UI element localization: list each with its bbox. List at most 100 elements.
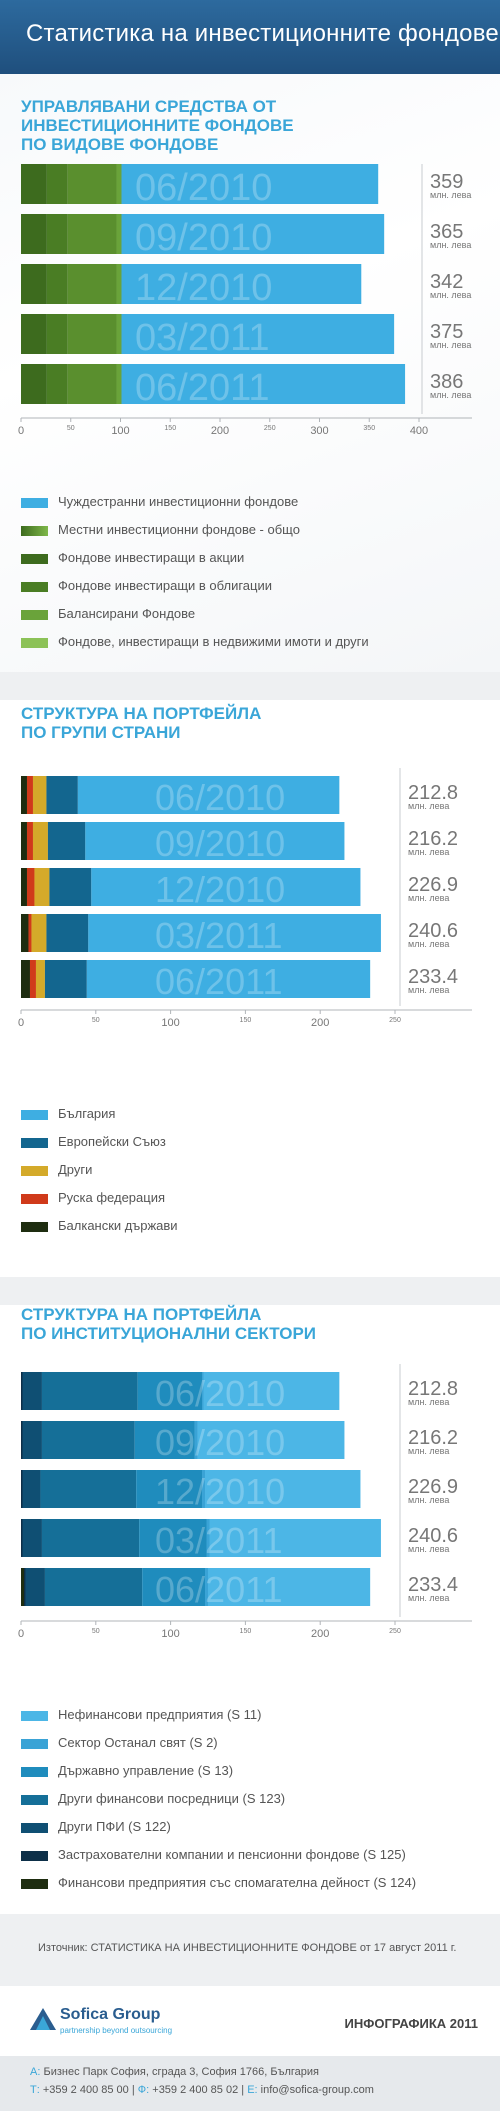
page-header: Статистика на инвестиционните фондове	[0, 0, 500, 74]
legend-swatch	[21, 554, 48, 564]
bar-unit-label: млн. лева	[408, 939, 449, 949]
bar-unit-label: млн. лева	[430, 290, 471, 300]
bar-segment	[41, 1421, 135, 1459]
source-note: Източник: СТАТИСТИКА НА ИНВЕСТИЦИОННИТЕ …	[0, 1914, 500, 1986]
x-tick-label: 50	[92, 1017, 100, 1024]
bar-total-label: 359	[430, 171, 463, 193]
legend-swatch	[21, 1795, 48, 1805]
bar-total-label: 233.4	[408, 966, 458, 988]
x-tick-label: 50	[67, 425, 75, 432]
legend-label: Други	[58, 1162, 93, 1177]
bar-segment	[46, 314, 68, 354]
bar-segment	[21, 314, 47, 354]
contact-phones: Т: +359 2 400 85 00 | Ф: +359 2 400 85 0…	[30, 2084, 374, 2096]
bar-segment	[46, 164, 68, 204]
x-tick-label: 0	[18, 1628, 24, 1640]
contact-email[interactable]: info@sofica-group.com	[260, 2084, 374, 2096]
bar-segment	[21, 914, 29, 952]
legend-label: България	[58, 1106, 116, 1121]
bar-unit-label: млн. лева	[408, 1544, 449, 1554]
source-name: СТАТИСТИКА НА ИНВЕСТИЦИОННИТЕ ФОНДОВЕ	[90, 1942, 357, 1954]
bar-total-label: 386	[430, 371, 463, 393]
bar-unit-label: млн. лева	[430, 190, 471, 200]
legend-label: Европейски Съюз	[58, 1134, 166, 1149]
x-tick-label: 150	[164, 425, 176, 432]
section-fund-types: УПРАВЛЯВАНИ СРЕДСТВА ОТ ИНВЕСТИЦИОННИТЕ …	[0, 74, 500, 672]
bar-total-label: 365	[430, 221, 463, 243]
bar-segment	[137, 1372, 203, 1410]
bar-category-label: 06/2011	[135, 367, 270, 409]
legend-swatch	[21, 1879, 48, 1889]
legend-swatch	[21, 1138, 48, 1148]
legend-label: Балансирани Фондове	[58, 606, 196, 621]
legend-swatch	[21, 1823, 48, 1833]
x-tick-label: 200	[211, 425, 229, 437]
bar-unit-label: млн. лева	[430, 340, 471, 350]
bar-segment	[202, 1470, 206, 1508]
x-tick-label: 250	[389, 1628, 401, 1635]
legend-swatch	[21, 610, 48, 620]
bar-segment	[85, 822, 345, 860]
bar-segment	[21, 776, 27, 814]
bar-segment	[121, 214, 385, 254]
bar-unit-label: млн. лева	[408, 801, 449, 811]
source-prefix: Източник:	[38, 1942, 91, 1954]
bar-total-label: 240.6	[408, 1525, 458, 1547]
logo-name: Sofica Group	[60, 2006, 161, 2023]
bar-segment	[121, 264, 362, 304]
bar-segment	[21, 1470, 23, 1508]
bar-segment	[41, 1372, 138, 1410]
legend-swatch	[21, 498, 48, 508]
bar-category-label: 12/2010	[155, 1471, 285, 1512]
legend-label: Нефинансови предприятия (S 11)	[58, 1707, 262, 1722]
legend-label: Финансови предприятия със спомагателна д…	[58, 1875, 417, 1890]
bar-unit-label: млн. лева	[408, 1446, 449, 1456]
source-suffix: от 17 август 2011 г.	[356, 1942, 457, 1954]
legend-swatch	[21, 1110, 48, 1120]
bar-unit-label: млн. лева	[408, 847, 449, 857]
bar-segment	[21, 264, 47, 304]
bar-segment	[46, 264, 68, 304]
x-tick-label: 200	[311, 1628, 329, 1640]
bar-unit-label: млн. лева	[408, 985, 449, 995]
bar-segment	[46, 214, 68, 254]
legend-label: Застрахователни компании и пенсионни фон…	[58, 1847, 406, 1862]
bar-total-label: 212.8	[408, 1378, 458, 1400]
bar-segment	[67, 264, 117, 304]
legend-label: Местни инвестиционни фондове - общо	[58, 522, 300, 537]
bar-total-label: 342	[430, 271, 463, 293]
bar-segment	[208, 1568, 371, 1606]
bar-segment	[26, 868, 35, 906]
section-separator	[0, 1277, 500, 1305]
legend-label: Фондове инвестиращи в акции	[58, 550, 245, 565]
bar-segment	[91, 868, 361, 906]
bar-segment	[88, 914, 381, 952]
bar-category-label: 03/2011	[155, 915, 282, 956]
bar-segment	[26, 776, 33, 814]
bar-total-label: 240.6	[408, 920, 458, 942]
bar-segment	[21, 868, 27, 906]
bar-segment	[49, 868, 92, 906]
x-tick-label: 250	[264, 425, 276, 432]
bar-category-label: 12/2010	[155, 869, 285, 910]
legend-swatch	[21, 526, 48, 536]
bar-segment	[23, 1568, 26, 1606]
bar-segment	[139, 1519, 207, 1557]
bar-category-label: 06/2010	[155, 777, 285, 818]
x-tick-label: 300	[310, 425, 328, 437]
x-tick-label: 100	[161, 1628, 179, 1640]
bar-segment	[21, 960, 30, 998]
section-country-groups: СТРУКТУРА НА ПОРТФЕЙЛА ПО ГРУПИ СТРАНИ 0…	[0, 700, 500, 1305]
x-tick-label: 100	[161, 1017, 179, 1029]
section-institutional-sectors: СТРУКТУРА НА ПОРТФЕЙЛА ПО ИНСТИТУЦИОНАЛН…	[0, 1305, 500, 1945]
bar-segment	[116, 164, 122, 204]
bar-segment	[21, 1568, 24, 1606]
contact-address: А: Бизнес Парк София, сграда 3, София 17…	[30, 2066, 320, 2078]
x-tick-label: 150	[240, 1017, 252, 1024]
bar-segment	[21, 1519, 23, 1557]
bar-segment	[21, 214, 47, 254]
x-tick-label: 150	[240, 1628, 252, 1635]
bar-segment	[197, 1421, 345, 1459]
bar-segment	[121, 364, 406, 404]
